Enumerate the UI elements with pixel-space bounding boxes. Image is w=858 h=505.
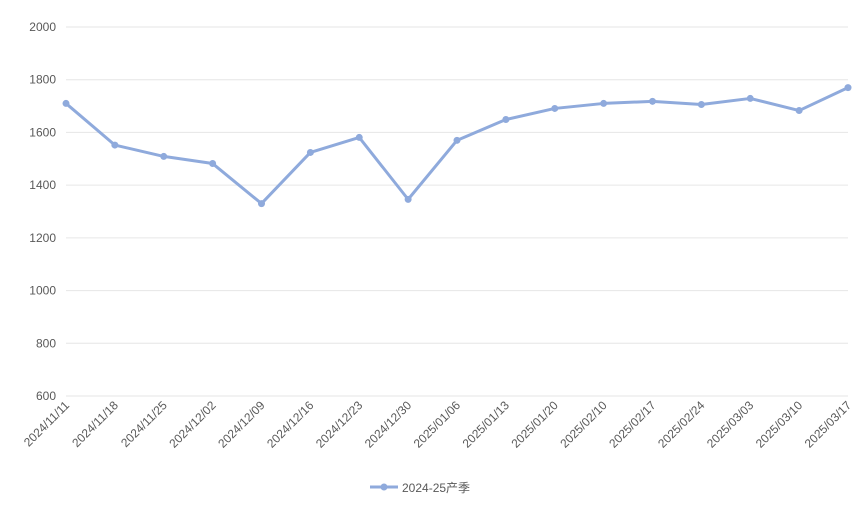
x-tick-label: 2024/12/16 — [264, 398, 317, 451]
data-point — [746, 94, 754, 102]
x-tick-label: 2025/01/06 — [411, 398, 464, 451]
series-line — [65, 86, 849, 206]
legend-label: 2024-25产季 — [402, 481, 470, 495]
data-point — [795, 107, 803, 115]
y-tick-label: 2000 — [29, 20, 56, 34]
data-point — [551, 104, 559, 112]
y-tick-label: 1000 — [29, 284, 56, 298]
legend-marker — [380, 483, 388, 491]
x-tick-label: 2025/02/24 — [655, 398, 708, 451]
data-point — [258, 200, 265, 208]
x-tick-label: 2025/03/03 — [704, 398, 757, 451]
x-tick-label: 2024/12/30 — [362, 398, 415, 451]
x-tick-label: 2024/11/25 — [118, 398, 170, 450]
x-tick-label: 2024/12/09 — [215, 398, 268, 451]
x-tick-label: 2025/03/10 — [753, 398, 806, 451]
data-point — [600, 99, 608, 107]
data-point — [160, 152, 168, 160]
data-point — [355, 133, 363, 141]
x-tick-label: 2024/12/23 — [313, 398, 366, 451]
y-tick-label: 800 — [36, 336, 56, 350]
data-point — [404, 195, 412, 203]
data-point — [502, 116, 510, 124]
data-point — [209, 160, 217, 168]
x-tick-label: 2024/11/18 — [69, 398, 121, 450]
y-tick-label: 1800 — [29, 73, 56, 87]
data-point — [306, 148, 314, 156]
y-tick-label: 600 — [36, 389, 56, 403]
x-tick-label: 2024/11/11 — [21, 398, 72, 449]
y-tick-label: 1400 — [29, 178, 56, 192]
data-point — [111, 141, 119, 149]
x-tick-label: 2024/12/02 — [166, 398, 219, 451]
x-tick-label: 2025/01/13 — [460, 398, 513, 451]
y-tick-label: 1200 — [29, 231, 56, 245]
x-tick-label: 2025/03/17 — [802, 398, 855, 451]
data-point — [649, 97, 656, 105]
y-tick-label: 1600 — [29, 125, 56, 139]
data-point — [844, 84, 852, 92]
data-point — [62, 99, 70, 107]
x-tick-label: 2025/02/10 — [557, 398, 610, 451]
x-tick-label: 2025/01/20 — [509, 398, 562, 451]
data-point — [697, 100, 705, 108]
data-point — [453, 136, 461, 144]
x-tick-label: 2025/02/17 — [606, 398, 659, 451]
